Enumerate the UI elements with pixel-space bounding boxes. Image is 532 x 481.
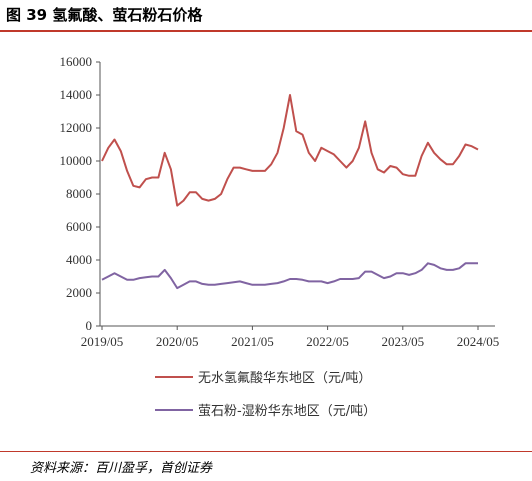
x-tick-label: 2019/05 bbox=[81, 334, 124, 349]
x-axis: 2019/05 2020/05 2021/05 2022/05 2023/05 2024/… bbox=[81, 325, 500, 349]
x-tick-label: 2022/05 bbox=[306, 334, 349, 349]
y-tick-label: 16000 bbox=[60, 54, 93, 69]
y-tick-label: 6000 bbox=[66, 219, 92, 234]
y-axis: 0 2000 4000 6000 8000 10000 12000 14000 16000 bbox=[60, 54, 101, 333]
y-tick-label: 10000 bbox=[60, 153, 93, 168]
y-tick-label: 2000 bbox=[66, 285, 92, 300]
top-rule bbox=[0, 30, 532, 32]
x-tick-label: 2023/05 bbox=[381, 334, 424, 349]
bottom-rule bbox=[0, 451, 532, 452]
legend-label: 无水氢氟酸华东地区（元/吨） bbox=[198, 371, 371, 386]
x-tick-label: 2021/05 bbox=[231, 334, 274, 349]
legend-label: 萤石粉-湿粉华东地区（元/吨） bbox=[198, 404, 376, 419]
line-chart: 0 2000 4000 6000 8000 10000 12000 14000 16000 20… bbox=[60, 54, 500, 419]
series-line-hydrofluoric-acid bbox=[101, 94, 479, 207]
series-line-fluorite-powder bbox=[101, 262, 478, 290]
x-tick-label: 2024/05 bbox=[457, 334, 500, 349]
y-tick-label: 4000 bbox=[66, 252, 92, 267]
legend: 无水氢氟酸华东地区（元/吨） 萤石粉-湿粉华东地区（元/吨） bbox=[155, 371, 376, 419]
y-tick-label: 8000 bbox=[66, 186, 92, 201]
source-note: 资料来源：百川盈孚，首创证券 bbox=[30, 461, 213, 476]
y-tick-label: 12000 bbox=[60, 120, 93, 135]
x-tick-label: 2020/05 bbox=[156, 334, 199, 349]
figure-title: 图 39 氢氟酸、萤石粉石价格 bbox=[6, 6, 203, 24]
y-tick-label: 0 bbox=[86, 318, 93, 333]
y-tick-label: 14000 bbox=[60, 87, 93, 102]
series-layer bbox=[101, 94, 479, 290]
